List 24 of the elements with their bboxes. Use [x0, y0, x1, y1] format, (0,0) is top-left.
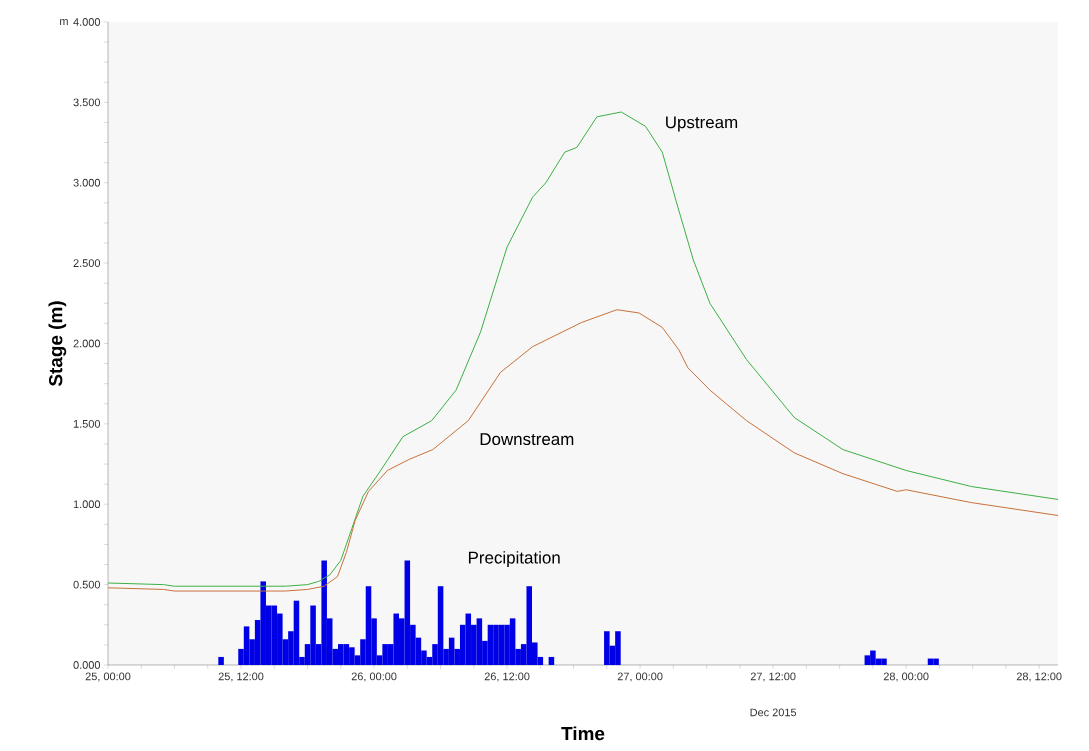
y-tick-label: 2.500 [73, 259, 101, 267]
x-tick-label: 28, 12:00 [1016, 672, 1062, 682]
series-label: Downstream [480, 433, 574, 446]
x-tick-label: 25, 12:00 [218, 672, 264, 682]
y-tick-label: 3.500 [73, 98, 101, 107]
x-tick-label: 26, 00:00 [351, 672, 397, 682]
text: m [60, 19, 68, 25]
x-tick-label: 27, 00:00 [617, 672, 663, 682]
x-tick-label: 25, 00:00 [85, 672, 131, 682]
series-label: Precipitation [468, 551, 560, 567]
y-tick-label: 4.000 [73, 18, 101, 26]
x-axis-title: Time [561, 726, 605, 741]
x-tick-label: 26, 12:00 [484, 672, 530, 682]
y-tick-label: 2.000 [73, 339, 101, 348]
x-tick-label: 27, 12:00 [750, 672, 796, 682]
y-tick-label: 0.500 [73, 580, 101, 589]
y-axis-title: Stage (m) [48, 301, 67, 387]
y-tick-label: 1.500 [73, 419, 101, 428]
text: Dec 2015 [750, 708, 797, 717]
y-tick-label: 0.000 [73, 661, 101, 669]
y-tick-label: 1.000 [73, 500, 101, 509]
y-tick-label: 3.000 [73, 178, 101, 187]
series-label: Upstream [666, 116, 738, 132]
x-tick-label: 28, 00:00 [883, 672, 929, 682]
